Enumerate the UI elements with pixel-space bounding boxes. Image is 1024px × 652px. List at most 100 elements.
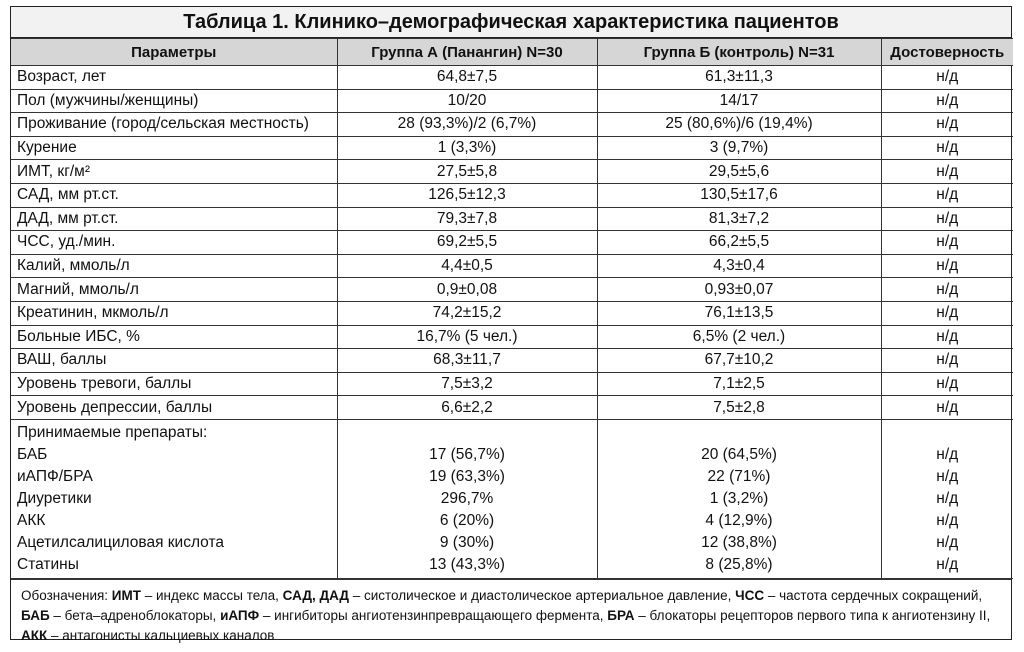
table-body: Возраст, лет 64,8±7,5 61,3±11,3 н/д Пол (муж… — [11, 65, 1013, 579]
drug-name: иАПФ/БРА — [17, 467, 93, 485]
table-notes: Обозначения: ИМТ – индекс массы тела, СА… — [11, 578, 1011, 652]
significance-cell: н/д — [880, 135, 1013, 161]
drug-group-b: 8 (25,8%) — [705, 555, 773, 573]
group-b-cell: 7,1±2,5 — [596, 371, 882, 397]
group-b-cell: 66,2±5,5 — [596, 230, 882, 255]
group-a-cell: 10/20 — [336, 88, 598, 114]
drugs-heading-spacer — [888, 422, 1008, 444]
group-b-cell: 14/17 — [596, 88, 882, 114]
param-cell: Магний, ммоль/л — [11, 277, 338, 302]
group-b-cell: 7,5±2,8 — [596, 395, 882, 420]
group-b-cell: 67,7±10,2 — [596, 348, 882, 373]
note-abbreviation: ИМТ — [111, 587, 141, 603]
table-row: Возраст, лет 64,8±7,5 61,3±11,3 н/д — [11, 65, 1013, 90]
significance-cell: н/д — [880, 348, 1013, 373]
drug-significance: н/д — [936, 533, 959, 551]
significance-cell: н/д — [880, 88, 1013, 114]
group-b-cell: 4,3±0,4 — [596, 253, 882, 279]
significance-cell: н/д — [880, 300, 1013, 326]
note-abbreviation: БАБ — [21, 607, 50, 623]
drug-significance: н/д — [936, 445, 959, 463]
drug-group-b: 4 (12,9%) — [705, 511, 773, 529]
table-row: Больные ИБС, % 16,7% (5 чел.) 6,5% (2 чел.… — [11, 324, 1013, 350]
drug-group-a: 17 (56,7%) — [429, 445, 505, 463]
table-row: Курение 1 (3,3%) 3 (9,7%) н/д — [11, 135, 1013, 161]
group-b-cell: 25 (80,6%)/6 (19,4%) — [596, 112, 882, 137]
table-row: Креатинин, мкмоль/л 74,2±15,2 76,1±13,5 н/д — [11, 300, 1013, 326]
drug-group-b: 20 (64,5%) — [701, 445, 777, 463]
notes-prefix: Обозначения: — [21, 587, 112, 603]
drug-significance: н/д — [936, 555, 959, 573]
note-definition: – антагонисты кальциевых каналов — [47, 627, 275, 643]
table-row: Проживание (город/сельская местность) 28 … — [11, 112, 1013, 137]
group-a-cell: 27,5±5,8 — [336, 159, 598, 184]
significance-cell: н/д — [880, 253, 1013, 279]
drug-group-a-cell: 17 (56,7%) 19 (63,3%) 296,7% 6 (20%) 9 (30%)… — [336, 418, 598, 579]
note-abbreviation: БРА — [607, 607, 635, 623]
drug-name-cell: Принимаемые препараты: БАБ иАПФ/БРА Диурети… — [11, 418, 338, 579]
table-row: Уровень тревоги, баллы 7,5±3,2 7,1±2,5 н/д — [11, 371, 1013, 397]
table-row: ВАШ, баллы 68,3±11,7 67,7±10,2 н/д — [11, 348, 1013, 373]
data-table: Параметры Группа А (Панангин) N=30 Групп… — [11, 38, 1013, 579]
header-params: Параметры — [11, 38, 338, 66]
drug-name: Статины — [17, 555, 79, 573]
drug-group-a: 9 (30%) — [439, 533, 495, 551]
drug-group-a: 19 (63,3%) — [429, 467, 505, 485]
drug-significance: н/д — [936, 489, 959, 507]
group-b-cell: 130,5±17,6 — [596, 182, 882, 208]
group-b-cell: 3 (9,7%) — [596, 135, 882, 161]
note-definition: – систолическое и диастолическое артериа… — [348, 587, 736, 603]
note-definition: – ингибиторы ангиотензинпревращающего фе… — [259, 607, 608, 623]
group-a-cell: 79,3±7,8 — [336, 206, 598, 232]
drug-group-b-cell: 20 (64,5%) 22 (71%) 1 (3,2%) 4 (12,9%) 12 (3… — [596, 418, 882, 579]
significance-cell: н/д — [880, 277, 1013, 302]
group-b-cell: 29,5±5,6 — [596, 159, 882, 184]
group-a-cell: 68,3±11,7 — [336, 348, 598, 373]
group-a-cell: 74,2±15,2 — [336, 300, 598, 326]
drug-name: АКК — [17, 511, 46, 529]
table-row: Пол (мужчины/женщины) 10/20 14/17 н/д — [11, 88, 1013, 114]
header-row: Параметры Группа А (Панангин) N=30 Групп… — [11, 38, 1013, 66]
group-a-cell: 0,9±0,08 — [336, 277, 598, 302]
table-row: ЧСС, уд./мин. 69,2±5,5 66,2±5,5 н/д — [11, 230, 1013, 255]
group-b-cell: 0,93±0,07 — [596, 277, 882, 302]
group-a-cell: 126,5±12,3 — [336, 182, 598, 208]
table-row: САД, мм рт.ст. 126,5±12,3 130,5±17,6 н/д — [11, 182, 1013, 208]
drug-group-a: 6 (20%) — [439, 511, 495, 529]
param-cell: Калий, ммоль/л — [11, 253, 338, 279]
group-a-cell: 28 (93,3%)/2 (6,7%) — [336, 112, 598, 137]
table-row: Уровень депрессии, баллы 6,6±2,2 7,5±2,8 н/… — [11, 395, 1013, 420]
drug-group-a: 13 (43,3%) — [429, 555, 505, 573]
note-definition: – бета–адреноблокаторы, — [49, 607, 221, 623]
header-significance: Достоверность — [880, 38, 1013, 66]
significance-cell: н/д — [880, 65, 1013, 90]
group-a-cell: 1 (3,3%) — [336, 135, 598, 161]
param-cell: ИМТ, кг/м² — [11, 159, 338, 184]
group-b-cell: 76,1±13,5 — [596, 300, 882, 326]
param-cell: Проживание (город/сельская местность) — [11, 112, 338, 137]
drug-group-b: 22 (71%) — [707, 467, 771, 485]
significance-cell: н/д — [880, 371, 1013, 397]
drug-group-b: 1 (3,2%) — [709, 489, 769, 507]
group-a-cell: 7,5±3,2 — [336, 371, 598, 397]
param-cell: Больные ИБС, % — [11, 324, 338, 350]
header-group-a: Группа А (Панангин) N=30 — [336, 38, 598, 66]
drug-group-b: 12 (38,8%) — [701, 533, 777, 551]
param-cell: Возраст, лет — [11, 65, 338, 90]
param-cell: Уровень депрессии, баллы — [11, 395, 338, 420]
significance-cell: н/д — [880, 395, 1013, 420]
significance-cell: н/д — [880, 182, 1013, 208]
note-definition: – частота сердечных сокращений, — [764, 587, 983, 603]
note-abbreviation: САД, ДАД — [282, 587, 349, 603]
drugs-heading-spacer — [604, 422, 875, 444]
param-cell: ДАД, мм рт.ст. — [11, 206, 338, 232]
group-b-cell: 81,3±7,2 — [596, 206, 882, 232]
drug-name: Ацетилсалициловая кислота — [17, 533, 225, 551]
group-b-cell: 61,3±11,3 — [596, 65, 882, 90]
param-cell: Курение — [11, 135, 338, 161]
group-a-cell: 6,6±2,2 — [336, 395, 598, 420]
table-frame: Таблица 1. Клинико–демографическая харак… — [10, 6, 1013, 643]
note-definition: – индекс массы тела, — [141, 587, 283, 603]
note-abbreviation: АКК — [21, 627, 48, 643]
significance-cell: н/д — [880, 159, 1013, 184]
